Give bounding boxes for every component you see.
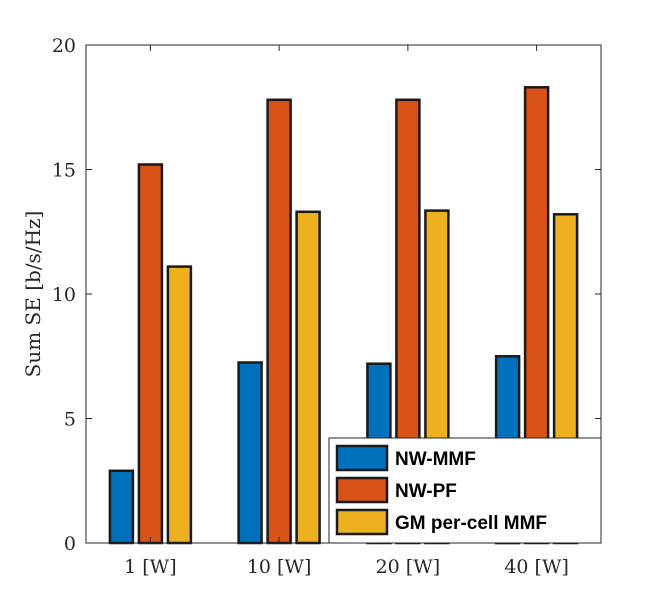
x-tick-label: 20 [W]: [376, 556, 441, 578]
legend-swatch-nw-mmf: [335, 444, 389, 472]
y-tick-label: 0: [64, 533, 76, 555]
bar-gm-per-cell-mmf-2: [295, 210, 321, 545]
legend-swatch-nw-pf: [335, 476, 389, 504]
legend-label-nw-mmf: NW-MMF: [395, 449, 476, 470]
bar-gm-per-cell-mmf-1: [166, 265, 193, 545]
y-tick-label: 10: [52, 284, 76, 306]
bar-nw-mmf-2: [237, 361, 263, 545]
x-tick-label: 40 [W]: [504, 556, 569, 578]
legend-swatch-gm-per-cell-mmf: [335, 508, 389, 536]
y-tick-label: 20: [52, 35, 76, 57]
bar-nw-pf-2: [266, 98, 292, 545]
legend: NW-MMF NW-PF GM per-cell MMF: [328, 437, 602, 544]
y-tick-label: 5: [64, 409, 76, 431]
bar-nw-mmf-1: [108, 469, 135, 545]
x-tick-label: 1 [W]: [124, 556, 176, 578]
legend-label-gm-per-cell-mmf: GM per-cell MMF: [395, 513, 547, 534]
x-tick-label: 10 [W]: [247, 556, 312, 578]
axes: 0 5 10 15 20 1 [W] 10 [W] 20 [W] 40 [W]: [52, 35, 602, 578]
legend-label-nw-pf: NW-PF: [395, 481, 457, 502]
y-axis-label: Sum SE [b/s/Hz]: [21, 211, 45, 378]
y-tick-label: 15: [52, 160, 76, 182]
bar-nw-pf-1: [137, 163, 164, 545]
